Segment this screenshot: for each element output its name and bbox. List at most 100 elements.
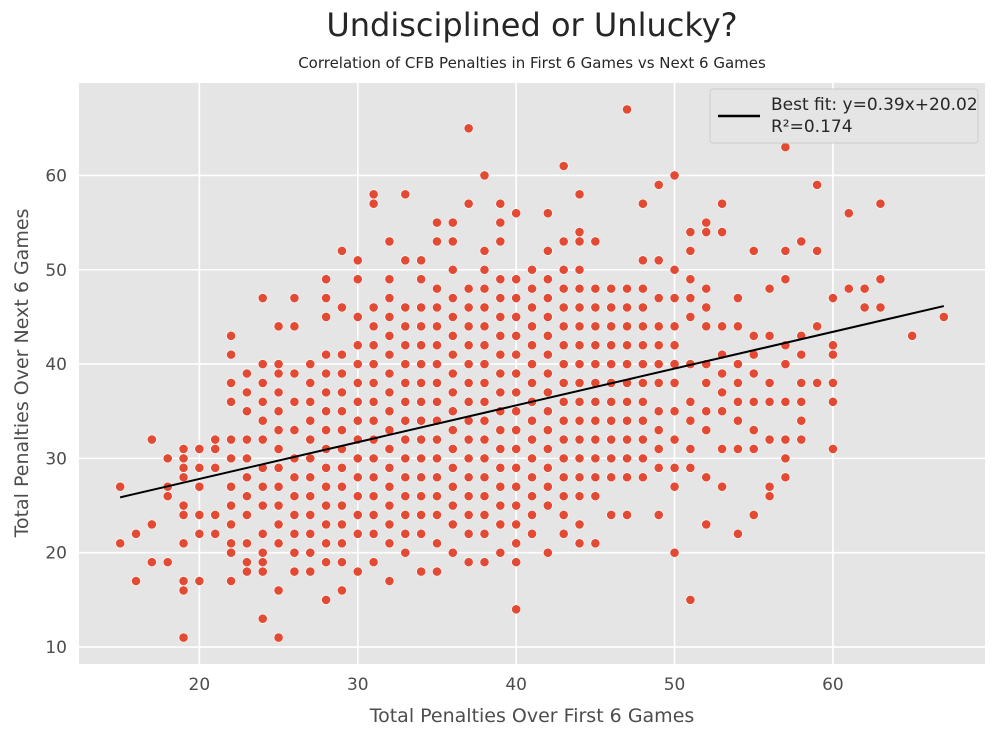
- data-point: [590, 302, 601, 313]
- data-point: [368, 491, 379, 502]
- data-point: [178, 500, 189, 511]
- data-point: [558, 321, 569, 332]
- data-point: [637, 453, 648, 464]
- data-point: [305, 453, 316, 464]
- data-point: [717, 444, 727, 454]
- data-point: [527, 302, 537, 313]
- data-point: [241, 510, 252, 520]
- data-point: [194, 576, 205, 586]
- data-point: [305, 510, 316, 520]
- data-point: [542, 349, 553, 360]
- data-point: [733, 415, 743, 426]
- data-point: [162, 557, 173, 568]
- data-point: [479, 302, 490, 313]
- data-point: [812, 179, 823, 190]
- data-point: [574, 189, 585, 200]
- data-point: [463, 198, 474, 209]
- data-point: [653, 340, 664, 351]
- data-point: [590, 321, 601, 332]
- data-point: [241, 557, 252, 568]
- data-point: [321, 538, 331, 549]
- data-point: [637, 340, 648, 351]
- data-point: [384, 349, 395, 360]
- data-point: [527, 510, 537, 520]
- data-point: [400, 528, 411, 539]
- data-point: [812, 378, 823, 388]
- data-point: [368, 415, 379, 426]
- data-point: [479, 264, 490, 275]
- data-point: [717, 387, 727, 398]
- data-point: [495, 481, 506, 492]
- data-point: [305, 378, 316, 388]
- data-point: [843, 208, 854, 219]
- data-point: [733, 359, 743, 369]
- data-point: [558, 236, 569, 247]
- data-point: [115, 538, 126, 549]
- data-point: [416, 340, 427, 351]
- data-point: [226, 519, 236, 530]
- data-point: [495, 547, 506, 558]
- data-point: [764, 283, 775, 294]
- data-point: [337, 387, 347, 398]
- data-point: [527, 264, 537, 275]
- data-point: [289, 368, 300, 379]
- data-point: [194, 528, 205, 539]
- data-point: [178, 462, 189, 473]
- data-point: [669, 378, 680, 388]
- data-point: [843, 283, 854, 294]
- data-point: [257, 613, 268, 624]
- data-point: [400, 453, 411, 464]
- data-point: [384, 500, 395, 511]
- data-point: [447, 481, 458, 492]
- data-point: [463, 321, 474, 332]
- data-point: [447, 519, 458, 530]
- data-point: [178, 444, 189, 454]
- data-point: [511, 274, 522, 285]
- data-point: [241, 434, 252, 445]
- data-point: [495, 519, 506, 530]
- data-point: [337, 538, 347, 549]
- data-point: [479, 378, 490, 388]
- data-point: [717, 198, 727, 209]
- data-point: [527, 321, 537, 332]
- data-point: [637, 472, 648, 483]
- data-point: [669, 293, 680, 303]
- data-point: [226, 453, 236, 464]
- x-tick-label: 60: [822, 675, 844, 695]
- data-point: [352, 566, 363, 577]
- data-point: [384, 519, 395, 530]
- data-point: [574, 302, 585, 313]
- data-point: [447, 349, 458, 360]
- data-point: [400, 396, 411, 407]
- data-point: [542, 444, 553, 454]
- data-point: [337, 349, 347, 360]
- data-point: [447, 425, 458, 435]
- data-point: [606, 472, 617, 483]
- data-point: [384, 462, 395, 473]
- y-tick-label: 10: [45, 638, 67, 658]
- data-point: [938, 312, 949, 322]
- data-point: [368, 396, 379, 407]
- data-point: [574, 236, 585, 247]
- data-point: [400, 434, 411, 445]
- data-point: [432, 283, 442, 294]
- chart-subtitle: Correlation of CFB Penalties in First 6 …: [298, 54, 766, 72]
- data-point: [542, 481, 553, 492]
- data-point: [495, 349, 506, 360]
- data-point: [574, 472, 585, 483]
- data-point: [685, 293, 696, 303]
- data-point: [352, 312, 363, 322]
- data-point: [463, 340, 474, 351]
- data-point: [384, 330, 395, 341]
- data-point: [368, 557, 379, 568]
- data-point: [527, 340, 537, 351]
- data-point: [495, 444, 506, 454]
- data-point: [558, 302, 569, 313]
- data-point: [511, 538, 522, 549]
- data-point: [622, 472, 632, 483]
- x-tick-label: 40: [505, 675, 527, 695]
- data-point: [463, 528, 474, 539]
- data-point: [701, 321, 712, 332]
- data-point: [637, 434, 648, 445]
- data-point: [432, 340, 442, 351]
